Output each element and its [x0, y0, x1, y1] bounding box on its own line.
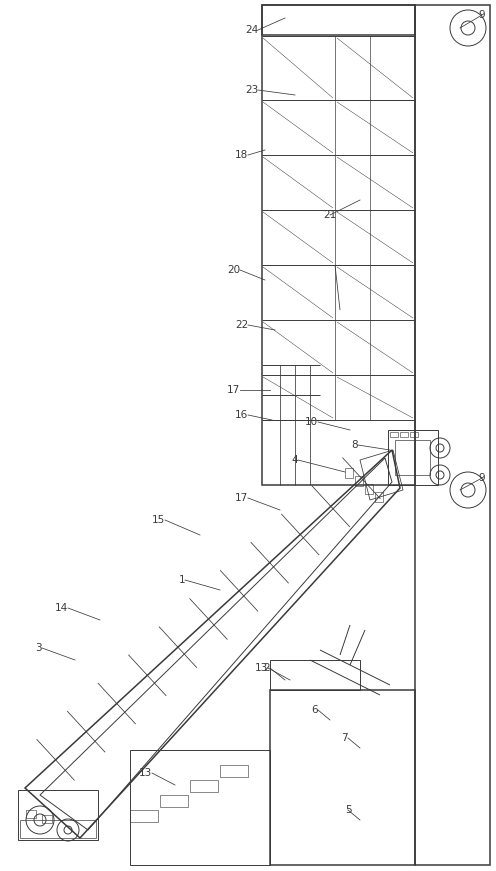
Text: 10: 10: [305, 417, 318, 427]
Bar: [390, 432, 398, 437]
Text: 5: 5: [345, 805, 351, 815]
Bar: [20, 820, 96, 838]
Text: 15: 15: [152, 515, 165, 525]
Bar: [270, 690, 415, 865]
Text: 13: 13: [255, 663, 268, 673]
Text: 4: 4: [291, 455, 298, 465]
Text: 9: 9: [479, 473, 485, 483]
Text: 3: 3: [35, 643, 42, 653]
Bar: [365, 484, 373, 494]
Bar: [375, 492, 383, 502]
Bar: [26, 810, 36, 818]
Bar: [410, 432, 418, 437]
Bar: [345, 468, 353, 478]
Text: 14: 14: [55, 603, 68, 613]
Bar: [415, 5, 490, 865]
Text: 7: 7: [341, 733, 348, 743]
Bar: [395, 440, 430, 475]
Bar: [130, 750, 270, 865]
Text: 9: 9: [479, 10, 485, 20]
Bar: [160, 795, 188, 807]
Text: 16: 16: [235, 410, 248, 420]
Text: 22: 22: [235, 320, 248, 330]
Bar: [220, 765, 248, 777]
Bar: [400, 432, 408, 437]
Bar: [270, 660, 360, 690]
Text: 21: 21: [323, 210, 337, 220]
Bar: [262, 5, 415, 35]
Text: 17: 17: [235, 493, 248, 503]
Text: 24: 24: [245, 25, 258, 35]
Text: 8: 8: [351, 440, 358, 450]
Text: 18: 18: [235, 150, 248, 160]
Text: 23: 23: [245, 85, 258, 95]
Text: 6: 6: [311, 705, 318, 715]
Text: 20: 20: [227, 265, 240, 275]
Bar: [190, 780, 218, 792]
Text: 1: 1: [179, 575, 185, 585]
Text: 13: 13: [139, 768, 152, 778]
Bar: [262, 5, 415, 485]
Bar: [355, 476, 363, 486]
Text: 17: 17: [227, 385, 240, 395]
Bar: [388, 430, 438, 485]
Bar: [130, 810, 158, 822]
Text: 2: 2: [263, 663, 270, 673]
Bar: [42, 815, 52, 823]
Bar: [18, 790, 98, 840]
